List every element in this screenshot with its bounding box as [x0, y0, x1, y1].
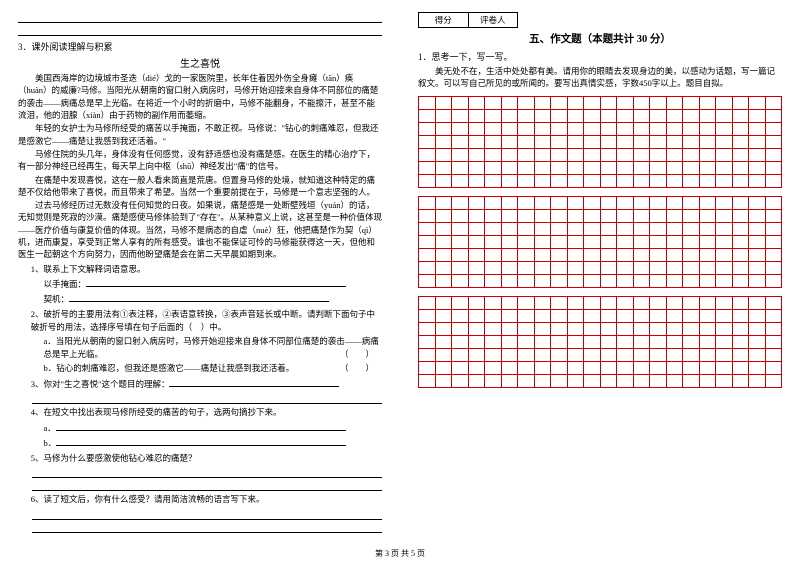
sub-q2b: b．钻心的刺痛难忍，但我还是感激它——痛楚让我感到我还活着。 （ ）: [44, 362, 383, 375]
answer-line[interactable]: [32, 479, 383, 491]
q4a-label: a．: [44, 423, 56, 433]
paragraph-1: 美国西海岸的边境城市圣迭（dié）戈的一家医院里，长年住着因外伤全身瘫（tān）…: [18, 72, 382, 121]
question-3-label: 3．课外阅读理解与积累: [18, 40, 382, 53]
q2b-text: b．钻心的刺痛难忍，但我还是感激它——痛楚让我感到我还活着。: [44, 363, 295, 373]
left-column: 3．课外阅读理解与积累 生之喜悦 美国西海岸的边境城市圣迭（dié）戈的一家医院…: [0, 0, 400, 565]
score-label-1: 得分: [419, 13, 469, 27]
section-5-title: 五、作文题（本题共计 30 分）: [418, 31, 782, 46]
page-container: 3．课外阅读理解与积累 生之喜悦 美国西海岸的边境城市圣迭（dié）戈的一家医院…: [0, 0, 800, 565]
answer-line[interactable]: [32, 521, 383, 533]
score-label-2: 评卷人: [469, 13, 518, 27]
score-box: 得分 评卷人: [418, 12, 518, 28]
q2a-text: a．当阳光从朝南的窗口射入病房时，马修开始迎接来自身体不同部位痛楚的袭击——病痛…: [44, 336, 379, 359]
writing-grid-1[interactable]: [418, 96, 782, 188]
blank-field[interactable]: [169, 377, 339, 387]
blank-field[interactable]: [69, 292, 329, 302]
q1b-label: 契机：: [44, 294, 70, 304]
sub-q3: 3、你对"生之喜悦"这个题目的理解：: [31, 377, 382, 391]
page-footer: 第 3 页 共 5 页: [0, 548, 800, 559]
sub-q6: 6、读了短文后，你有什么感受？请用简洁流畅的语言写下来。: [31, 493, 382, 506]
story-title: 生之喜悦: [18, 55, 382, 70]
paren-blank[interactable]: （ ）: [340, 362, 374, 375]
blank-line: [18, 12, 382, 23]
writing-grid-container: [418, 96, 782, 388]
essay-prompt: 美无处不在，生活中处处都有美。请用你的眼睛去发现身边的美，以感动为话题，写一篇记…: [418, 65, 782, 90]
sub-q4a: a．: [44, 421, 383, 435]
blank-field[interactable]: [86, 277, 346, 287]
writing-grid-3[interactable]: [418, 296, 782, 388]
sub-q1: 1、联系上下文解释词语意思。: [31, 263, 382, 276]
answer-line[interactable]: [32, 466, 383, 478]
paragraph-2: 年轻的女护士为马修所经受的痛苦以手掩面，不敢正视。马修说："钻心的刺痛难忍，但我…: [18, 122, 382, 147]
sub-q2a: a．当阳光从朝南的窗口射入病房时，马修开始迎接来自身体不同部位痛楚的袭击——病痛…: [44, 335, 383, 361]
sub-q1b: 契机：: [44, 292, 383, 306]
blank-field[interactable]: [56, 436, 346, 446]
blank-field[interactable]: [56, 421, 346, 431]
right-column: 得分 评卷人 五、作文题（本题共计 30 分） 1．思考一下，写一写。 美无处不…: [400, 0, 800, 565]
essay-q1-label: 1．思考一下，写一写。: [418, 50, 782, 63]
paragraph-5: 过去马修经历过无数没有任何知觉的日夜。如果说，痛楚感是一处断壁残垣（yuán）的…: [18, 199, 382, 261]
paren-blank[interactable]: （ ）: [340, 348, 374, 361]
sub-q5: 5、马修为什么要感激使他钻心难忍的痛楚？: [31, 452, 382, 465]
q3-text: 3、你对"生之喜悦"这个题目的理解：: [31, 379, 170, 389]
sub-q2: 2、破折号的主要用法有①表注释，②表语意转换，③表声音延长或中断。请判断下面句子…: [31, 308, 382, 334]
writing-grid-2[interactable]: [418, 196, 782, 288]
q1a-label: 以手掩面：: [44, 279, 87, 289]
answer-line[interactable]: [32, 508, 383, 520]
answer-line[interactable]: [32, 392, 383, 404]
paragraph-3: 马修住院的头几年，身体没有任何感觉，没有舒适感也没有痛楚感。在医生的精心治疗下，…: [18, 148, 382, 173]
sub-q1a: 以手掩面：: [44, 277, 383, 291]
paragraph-4: 在痛楚中发现喜悦，这在一般人看来简直是荒唐。但置身马修的处境，就知道这种特定的痛…: [18, 174, 382, 199]
sub-q4: 4、在短文中找出表现马修所经受的痛苦的句子，选两句摘抄下来。: [31, 406, 382, 419]
sub-q4b: b．: [44, 436, 383, 450]
blank-line: [18, 25, 382, 36]
q4b-label: b．: [44, 438, 57, 448]
